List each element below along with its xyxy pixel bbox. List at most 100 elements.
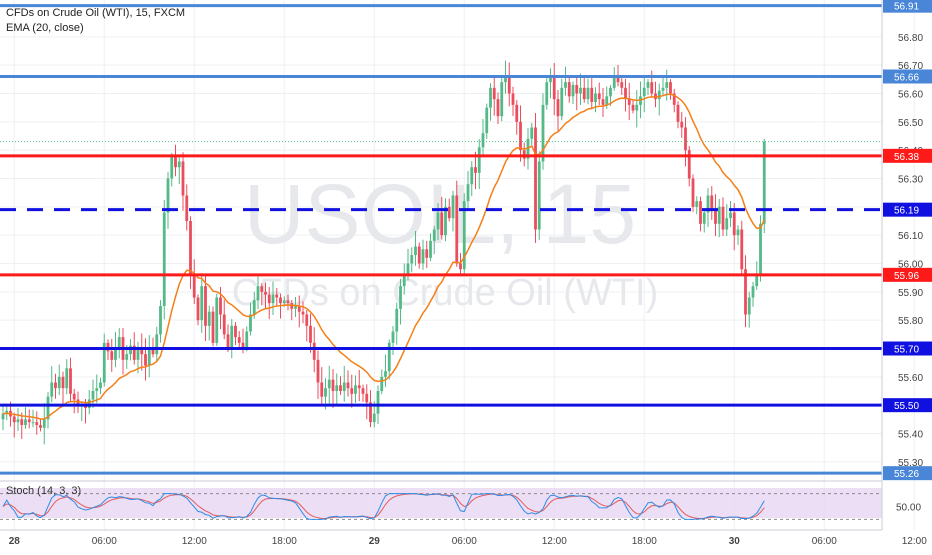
- candle-body: [406, 263, 410, 275]
- candle-body: [429, 240, 432, 258]
- candle-body: [1, 413, 5, 420]
- x-tick-label: 06:00: [812, 536, 837, 547]
- candle-body: [346, 382, 350, 389]
- candle-body: [260, 286, 264, 292]
- candle-body: [151, 348, 155, 355]
- candle-body: [155, 334, 159, 355]
- candle-body: [95, 388, 99, 391]
- candle-body: [162, 212, 166, 306]
- candle-body: [706, 195, 710, 213]
- candle-body: [69, 368, 72, 394]
- candle-body: [211, 311, 215, 343]
- level-price-tag: [883, 148, 932, 163]
- level-price-label: 55.70: [894, 345, 919, 356]
- candle-body: [12, 416, 16, 423]
- candle-body: [380, 376, 384, 391]
- candle-body: [297, 306, 301, 312]
- stoch-band: [0, 488, 882, 518]
- candle-body: [627, 99, 631, 105]
- candle-body: [327, 379, 331, 389]
- candle-body: [537, 161, 541, 230]
- stoch-d-line: [2, 493, 765, 520]
- candle-body: [196, 297, 200, 321]
- stoch-k-line: [2, 493, 765, 520]
- candle-body: [717, 206, 721, 224]
- candle-body: [669, 82, 672, 94]
- level-price-tag: [883, 341, 932, 356]
- candle-body: [192, 274, 196, 298]
- level-price-label: 55.26: [894, 469, 919, 480]
- candle-body: [489, 87, 492, 108]
- stoch-level-label: 50.00: [896, 503, 921, 514]
- candle-body: [556, 99, 560, 117]
- candle-body: [301, 311, 305, 315]
- y-tick-label: 55.80: [898, 316, 923, 327]
- candle-body: [440, 212, 444, 236]
- candle-body: [312, 342, 316, 360]
- candle-body: [481, 133, 485, 148]
- candle-body: [245, 331, 249, 349]
- level-price-label: 55.50: [894, 401, 919, 412]
- candle-body: [114, 348, 117, 360]
- candle-body: [657, 90, 661, 100]
- candle-body: [267, 294, 271, 304]
- candle-body: [5, 410, 9, 414]
- candle-body: [564, 82, 567, 88]
- candle-body: [747, 297, 751, 315]
- candle-body: [672, 93, 676, 105]
- candle-body: [42, 419, 46, 428]
- candle-body: [650, 82, 654, 94]
- candle-body: [736, 229, 740, 236]
- candle-body: [710, 195, 714, 210]
- candle-body: [605, 96, 609, 105]
- candle-body: [72, 393, 76, 400]
- y-tick-label: 55.60: [898, 373, 923, 384]
- candle-body: [256, 286, 260, 301]
- y-tick-label: 56.50: [898, 118, 923, 129]
- candle-body: [436, 212, 440, 230]
- candle-body: [594, 93, 597, 102]
- candle-body: [125, 354, 129, 360]
- candle-body: [117, 337, 121, 349]
- candle-body: [189, 221, 192, 275]
- candle-body: [751, 286, 755, 298]
- candle-body: [511, 93, 515, 105]
- candle-body: [492, 87, 496, 100]
- candle-body: [680, 121, 684, 128]
- level-price-tag: [883, 267, 932, 282]
- candle-body: [534, 127, 537, 230]
- candle-body: [455, 195, 459, 264]
- candle-body: [661, 87, 665, 91]
- candle-body: [110, 351, 114, 360]
- candle-body: [166, 178, 170, 213]
- candle-body: [399, 286, 402, 309]
- candle-body: [222, 314, 226, 335]
- candle-body: [507, 76, 511, 94]
- candle-body: [631, 104, 635, 111]
- y-tick-label: 56.80: [898, 33, 923, 44]
- x-tick-label: 18:00: [632, 536, 657, 547]
- candle-body: [282, 300, 286, 304]
- level-price-label: 56.19: [894, 206, 919, 217]
- candle-body: [702, 212, 706, 224]
- candle-body: [462, 201, 466, 270]
- x-tick-label: 30: [729, 536, 741, 547]
- candle-body: [140, 348, 144, 355]
- candle-body: [99, 382, 102, 389]
- candle-body: [485, 107, 489, 134]
- candle-body: [16, 419, 20, 423]
- level-price-label: 56.66: [894, 73, 919, 84]
- level-price-tag: [883, 466, 932, 481]
- candle-body: [665, 82, 669, 88]
- candle-body: [695, 201, 699, 207]
- candle-body: [732, 212, 736, 236]
- candle-body: [721, 206, 725, 230]
- candle-body: [144, 354, 147, 366]
- candle-body: [654, 93, 657, 100]
- candle-body: [20, 419, 24, 425]
- candle-body: [136, 348, 140, 360]
- candle-body: [286, 300, 290, 304]
- candle-body: [515, 104, 519, 122]
- candle-body: [342, 382, 346, 391]
